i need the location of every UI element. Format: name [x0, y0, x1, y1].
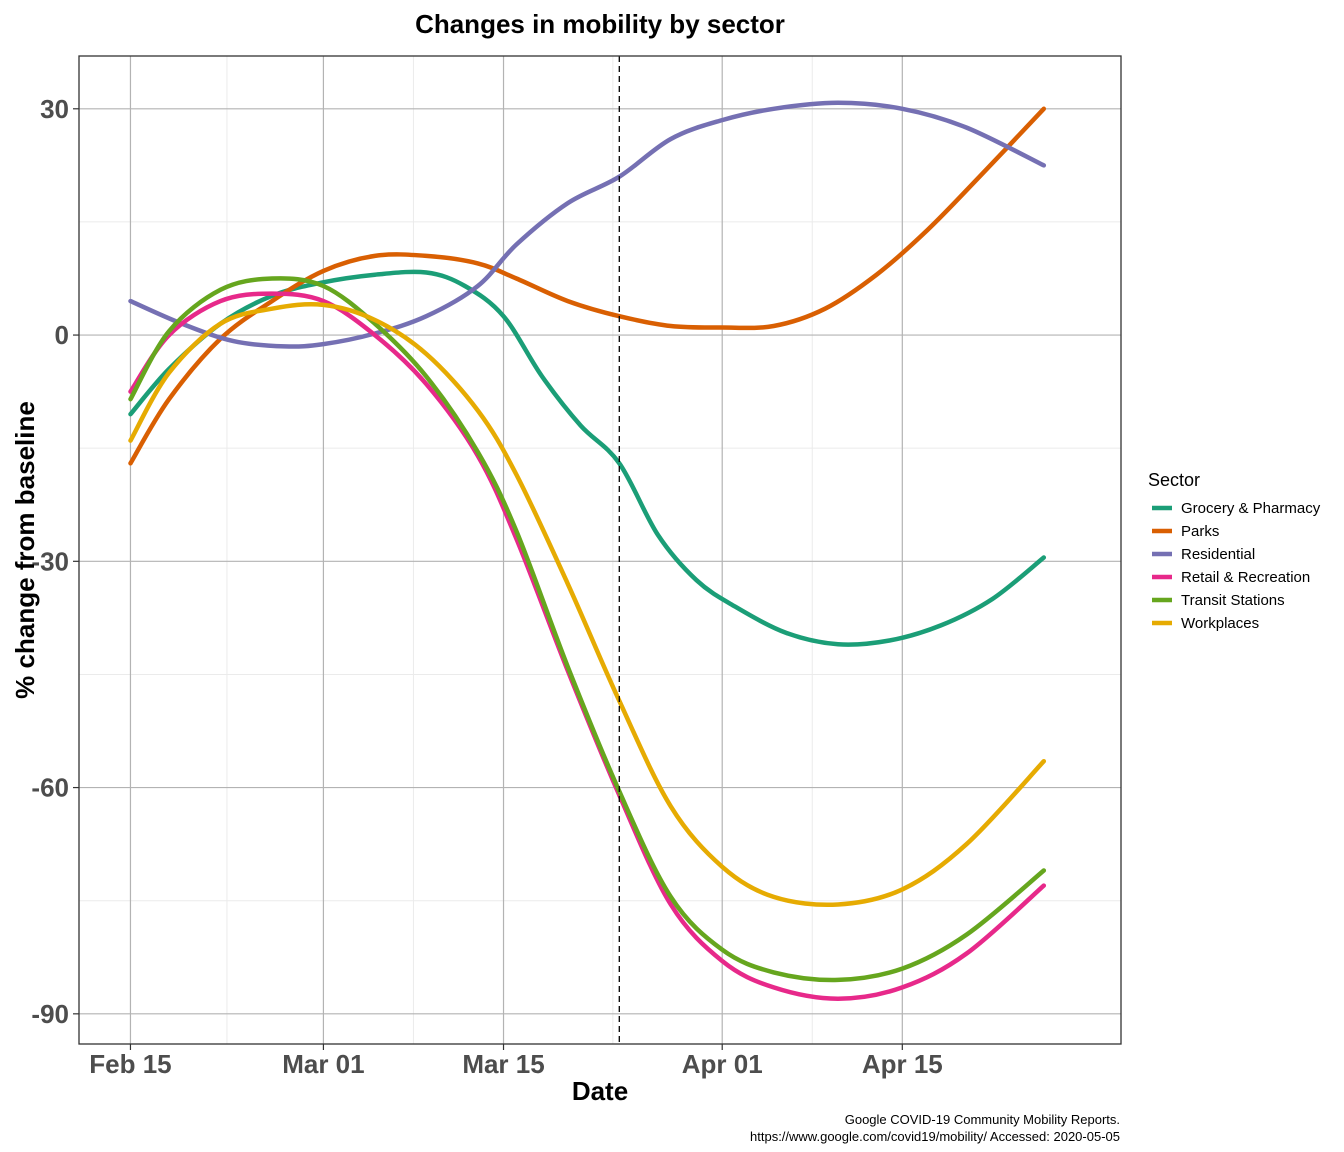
y-tick-label: 30	[40, 94, 69, 124]
x-tick-label: Mar 01	[282, 1049, 364, 1079]
series-line-workplaces	[128, 301, 1047, 908]
y-axis-title: % change from baseline	[10, 401, 40, 699]
plot-panel-border	[78, 55, 1122, 1045]
legend-label-grocery-pharmacy: Grocery & Pharmacy	[1181, 500, 1321, 517]
legend-label-residential: Residential	[1181, 546, 1255, 563]
x-axis-title: Date	[572, 1076, 628, 1106]
series-line-residential	[128, 100, 1047, 349]
legend-label-workplaces: Workplaces	[1181, 615, 1259, 632]
series-lines	[128, 100, 1047, 1001]
x-tick-label: Apr 01	[682, 1049, 763, 1079]
y-tick-label: -30	[31, 546, 69, 576]
series-line-retail-recreation	[128, 291, 1047, 1001]
minor-gridlines	[79, 56, 1121, 1044]
y-tick-label: 0	[55, 320, 69, 350]
x-axis-ticks: Feb 15 Mar 01 Mar 15 Apr 01 Apr 15	[89, 1044, 943, 1079]
y-tick-label: -90	[31, 999, 69, 1029]
legend-label-retail-recreation: Retail & Recreation	[1181, 569, 1310, 586]
x-tick-label: Mar 15	[462, 1049, 544, 1079]
series-line-grocery-pharmacy	[128, 269, 1047, 647]
legend: Sector Grocery & Pharmacy Parks Residentia…	[1148, 470, 1321, 632]
series-line-transit-stations	[128, 276, 1047, 983]
caption-source: Google COVID-19 Community Mobility Repor…	[845, 1112, 1120, 1127]
chart-title: Changes in mobility by sector	[415, 9, 785, 39]
legend-label-parks: Parks	[1181, 523, 1219, 540]
series-line-parks	[128, 106, 1047, 466]
legend-items: Grocery & Pharmacy Parks Residential Retail…	[1152, 500, 1321, 632]
legend-title: Sector	[1148, 470, 1200, 490]
major-gridlines	[79, 56, 1121, 1044]
x-tick-label: Feb 15	[89, 1049, 171, 1079]
legend-label-transit-stations: Transit Stations	[1181, 592, 1285, 609]
y-axis-ticks: 30 0 -30 -60 -90	[31, 94, 79, 1029]
y-tick-label: -60	[31, 773, 69, 803]
x-tick-label: Apr 15	[862, 1049, 943, 1079]
caption-accessed: https://www.google.com/covid19/mobility/…	[750, 1129, 1120, 1144]
